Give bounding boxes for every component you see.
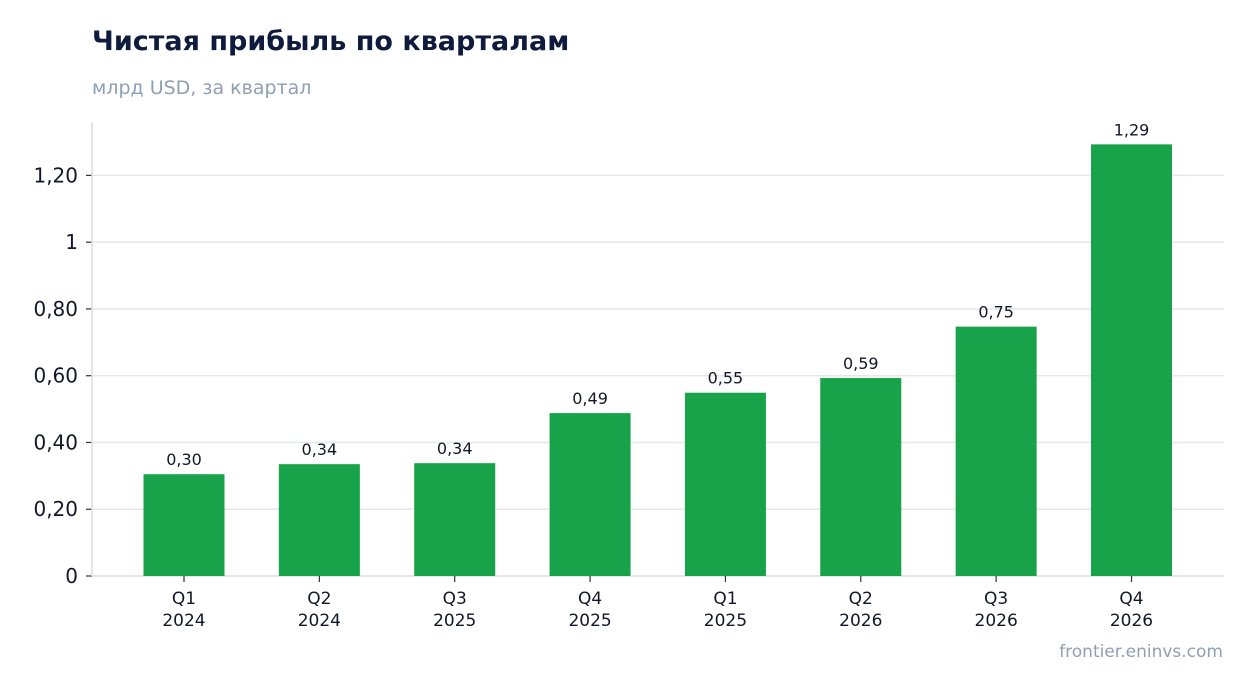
gridlines [92, 174, 1224, 510]
bar[interactable] [955, 326, 1037, 576]
x-tick-label-quarter: Q2 [849, 589, 873, 609]
data-labels: 0,30 0,34 0,34 0,49 0,55 0,59 0,75 1,29 [166, 120, 1149, 469]
bar[interactable] [143, 474, 225, 576]
y-tick-label: 0 [65, 564, 78, 588]
y-tick-label: 0,60 [33, 364, 78, 388]
x-tick-label-quarter: Q3 [443, 589, 467, 609]
x-tick-label-year: 2025 [433, 611, 476, 631]
bar-value-label: 0,30 [166, 450, 202, 469]
x-tick-label-quarter: Q4 [1119, 589, 1143, 609]
bar[interactable] [684, 392, 766, 576]
bar-value-label: 0,55 [708, 369, 744, 388]
bar-value-label: 0,49 [572, 389, 608, 408]
y-tick-label: 0,40 [33, 430, 78, 454]
x-tick-label-quarter: Q4 [578, 589, 602, 609]
bar[interactable] [820, 378, 902, 576]
x-tick-label-year: 2026 [839, 611, 882, 631]
chart-title: Чистая прибыль по кварталам [92, 26, 570, 57]
chart-subtitle: млрд USD, за квартал [92, 77, 312, 99]
bar-value-label: 0,34 [302, 440, 338, 459]
x-tick-label-year: 2024 [298, 611, 341, 631]
y-tick-label: 0,80 [33, 297, 78, 321]
x-tick-label-quarter: Q1 [713, 589, 737, 609]
bars [143, 144, 1172, 576]
x-tick-label-year: 2025 [568, 611, 611, 631]
bar-value-label: 0,75 [978, 303, 1014, 322]
x-tick-label-year: 2024 [162, 611, 205, 631]
bar-value-label: 0,59 [843, 354, 879, 373]
source-link[interactable]: frontier.eninvs.com [1059, 642, 1223, 662]
x-tick-label-quarter: Q1 [172, 589, 196, 609]
x-tick-label-quarter: Q2 [307, 589, 331, 609]
bar[interactable] [278, 464, 360, 576]
bar[interactable] [1091, 144, 1172, 576]
bar[interactable] [549, 413, 631, 576]
y-tick-label: 1,20 [33, 163, 78, 187]
y-tick-label: 0,20 [33, 497, 78, 521]
x-tick-label-year: 2025 [704, 611, 747, 631]
x-tick-label-year: 2026 [975, 611, 1018, 631]
y-tick-label: 1 [65, 230, 78, 254]
bar-value-label: 0,34 [437, 439, 473, 458]
x-tick-label-year: 2026 [1110, 611, 1153, 631]
bar-value-label: 1,29 [1114, 120, 1150, 139]
bar[interactable] [414, 463, 496, 576]
x-tick-label-quarter: Q3 [984, 589, 1008, 609]
